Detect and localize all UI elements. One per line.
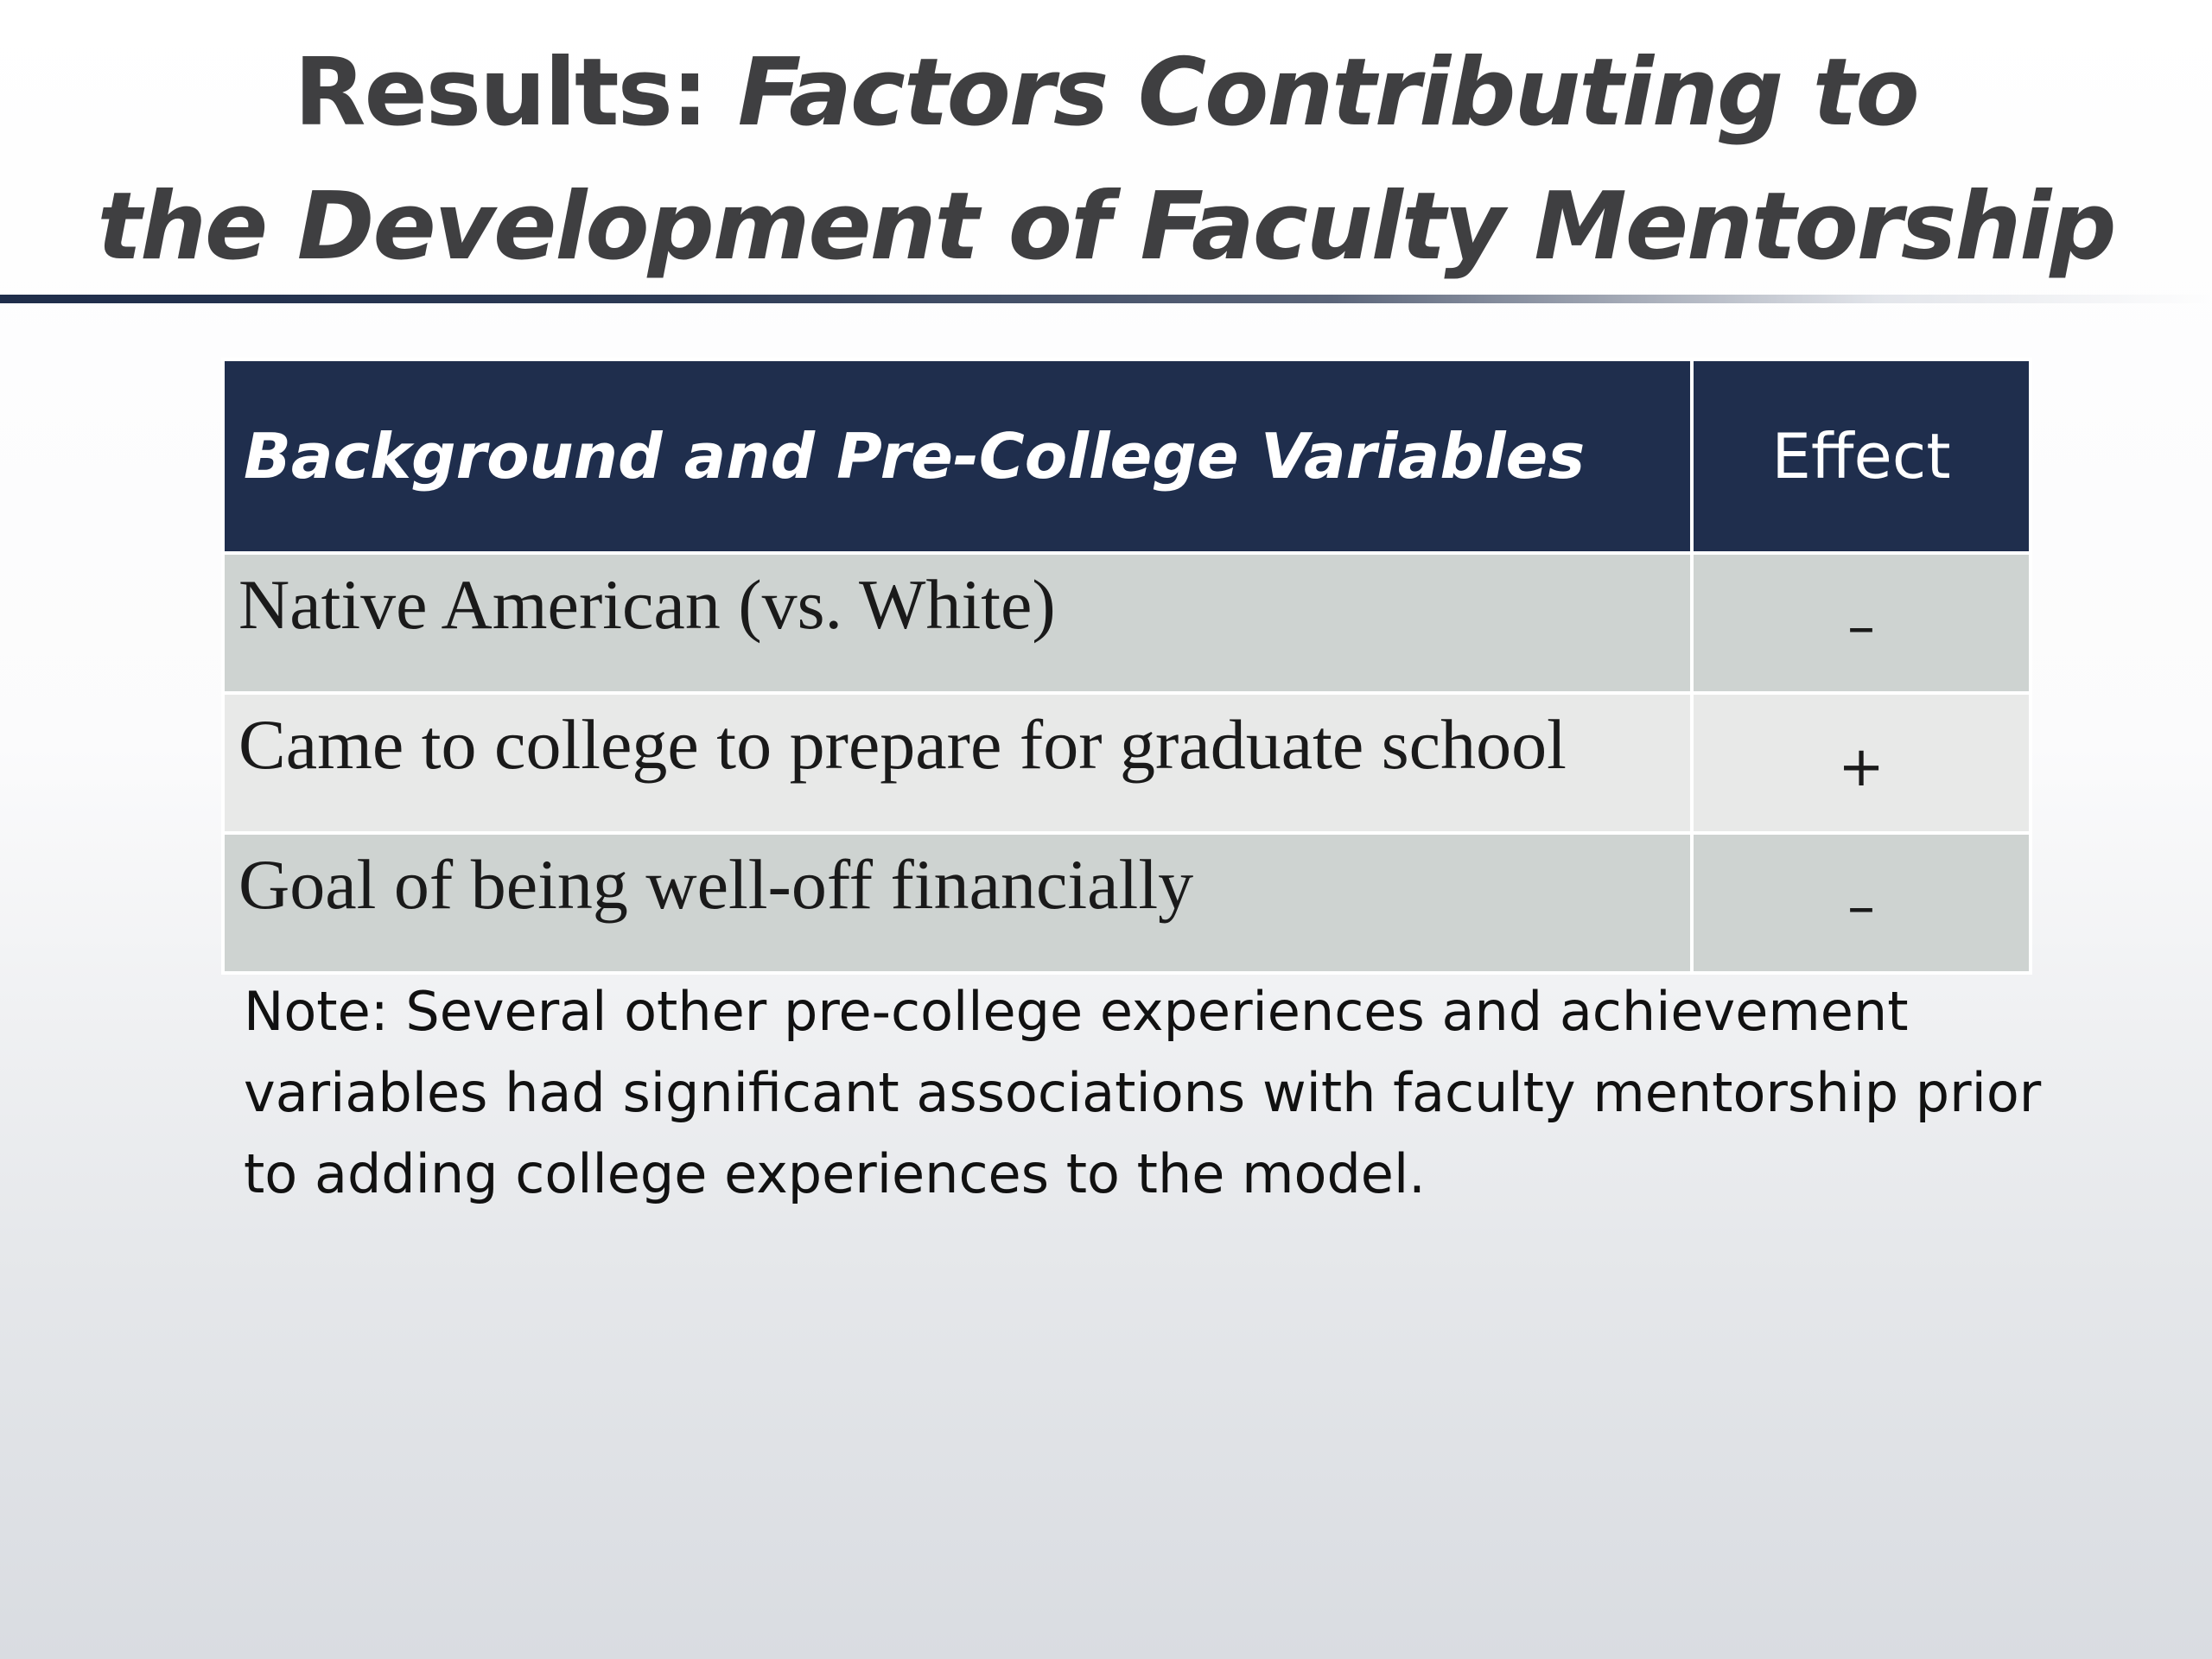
- header-variables: Background and Pre-College Variables: [221, 358, 1694, 555]
- table-note: Note: Several other pre-college experien…: [244, 980, 2042, 1205]
- variable-cell: Came to college to prepare for graduate …: [221, 691, 1694, 835]
- results-table: Background and Pre-College Variables Eff…: [221, 358, 2032, 975]
- table-row: Native American (vs. White) –: [221, 551, 2032, 695]
- header-effect: Effect: [1690, 358, 2032, 555]
- title-prefix: Results:: [294, 39, 738, 147]
- slide-title: Results: Factors Contributing to the Dev…: [0, 26, 2212, 294]
- effect-cell: –: [1690, 551, 2032, 695]
- table-header-row: Background and Pre-College Variables Eff…: [221, 358, 2032, 555]
- table-row: Came to college to prepare for graduate …: [221, 691, 2032, 835]
- effect-cell: –: [1690, 831, 2032, 975]
- title-divider: [0, 295, 2212, 303]
- table-row: Goal of being well-off financially –: [221, 831, 2032, 975]
- title-italic-line1: Factors Contributing to: [737, 39, 1920, 147]
- variable-cell: Native American (vs. White): [221, 551, 1694, 695]
- variable-cell: Goal of being well-off financially: [221, 831, 1694, 975]
- title-italic-line2: the Development of Faculty Mentorship: [97, 173, 2116, 281]
- effect-cell: +: [1690, 691, 2032, 835]
